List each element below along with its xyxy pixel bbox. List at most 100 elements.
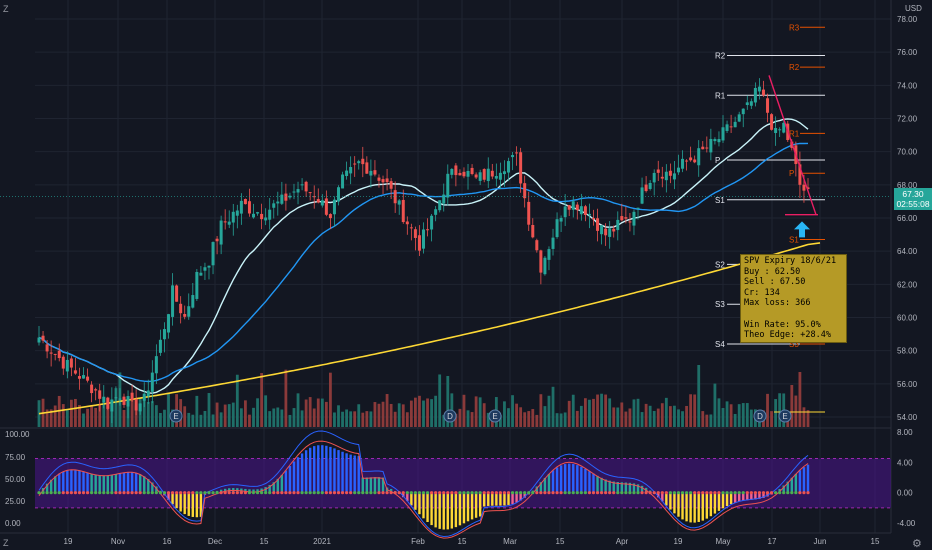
osc-bar [138,474,142,493]
osc-bar [361,477,364,493]
osc-bar [523,492,526,498]
candle-body [591,218,595,220]
candle-body [729,126,733,128]
osc-bar [806,464,810,493]
candle-body [90,384,94,394]
osc-bar [329,446,332,493]
volume-bar [401,404,405,427]
osc-bar [296,457,300,493]
volume-bar [725,401,729,427]
volume-bar [806,410,810,427]
osc-bar [709,492,713,517]
zoom-icon[interactable]: Z [3,4,9,14]
osc-bar [547,473,551,493]
osc-bar [333,448,336,493]
osc-bar [454,492,458,528]
osc-bar [604,479,607,493]
osc-dot [251,491,256,495]
osc-bar [478,492,482,517]
volume-bar [531,409,535,427]
volume-bar [167,393,170,427]
candle-body [502,171,506,175]
candle-body [417,235,421,251]
volume-bar [539,394,543,427]
volume-bar [579,405,583,427]
candle-body [450,168,454,175]
osc-bar [272,482,275,493]
osc-bar [102,475,105,493]
volume-bar [163,409,166,427]
y-tick-label: 56.00 [897,380,918,389]
volume-bar [203,410,207,427]
osc-bar [665,492,668,506]
volume-bar [341,411,344,427]
osc-dot [660,491,664,495]
gear-icon[interactable]: ⚙ [912,538,922,550]
volume-bar [312,408,316,427]
candle-body [672,173,676,180]
osc-dot [365,491,369,495]
osc-dot [701,491,705,495]
candle-body [102,396,106,403]
osc-right-tick: 0.00 [897,489,913,498]
osc-bar [110,474,114,493]
candle-body [337,187,341,202]
osc-dot [158,491,163,495]
candle-body [721,127,725,141]
candle-body [268,209,272,220]
candle-body [195,271,199,299]
volume-bar [697,365,701,427]
osc-left-tick: 100.00 [5,430,30,439]
candle-body [57,350,61,359]
osc-bar [446,492,449,530]
osc-dot [608,491,612,495]
osc-dot [49,491,53,495]
volume-bar [430,399,433,427]
candle-body [365,162,369,174]
osc-bar [503,492,506,506]
osc-dot [268,491,272,495]
osc-dot [555,491,559,495]
osc-dot [664,491,668,495]
candle-body [223,221,227,223]
candle-body [308,192,312,194]
osc-dot [725,491,729,495]
volume-bar [592,398,595,427]
volume-bar [65,410,69,427]
volume-bar [114,388,118,427]
osc-bar [729,492,733,505]
osc-bar [430,492,433,526]
volume-bar [596,394,599,427]
osc-dot [90,491,94,495]
candle-body [628,221,632,223]
candle-body [462,171,466,177]
osc-dot [652,491,656,495]
volume-bar [349,411,353,427]
zoom-icon[interactable]: Z [3,538,9,548]
currency-label: USD [905,4,922,13]
volume-bar [527,411,531,427]
moving-averages [38,118,821,415]
info-line: Sell : 67.50 [744,277,806,288]
osc-bar [381,477,385,493]
volume-bar [571,394,575,427]
candle-body [802,184,806,191]
osc-bar [572,464,575,493]
candle-body [264,217,268,221]
volume-bar [616,407,620,427]
candle-body [612,228,616,232]
osc-dot [94,491,98,495]
volume-bar [219,412,223,427]
volume-bar [652,410,656,427]
osc-bar [802,467,806,493]
volume-bar [320,398,324,427]
candle-body [86,376,90,381]
candle-body [316,199,320,203]
candle-body [543,257,547,275]
osc-bar [389,488,393,493]
y-tick-label: 76.00 [897,48,918,57]
candle-body [272,203,276,208]
osc-dot [680,491,685,495]
osc-bar [551,470,555,493]
